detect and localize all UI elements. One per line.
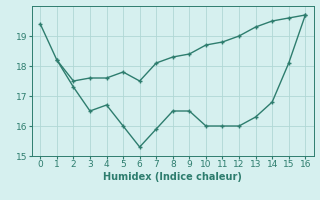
X-axis label: Humidex (Indice chaleur): Humidex (Indice chaleur) <box>103 172 242 182</box>
